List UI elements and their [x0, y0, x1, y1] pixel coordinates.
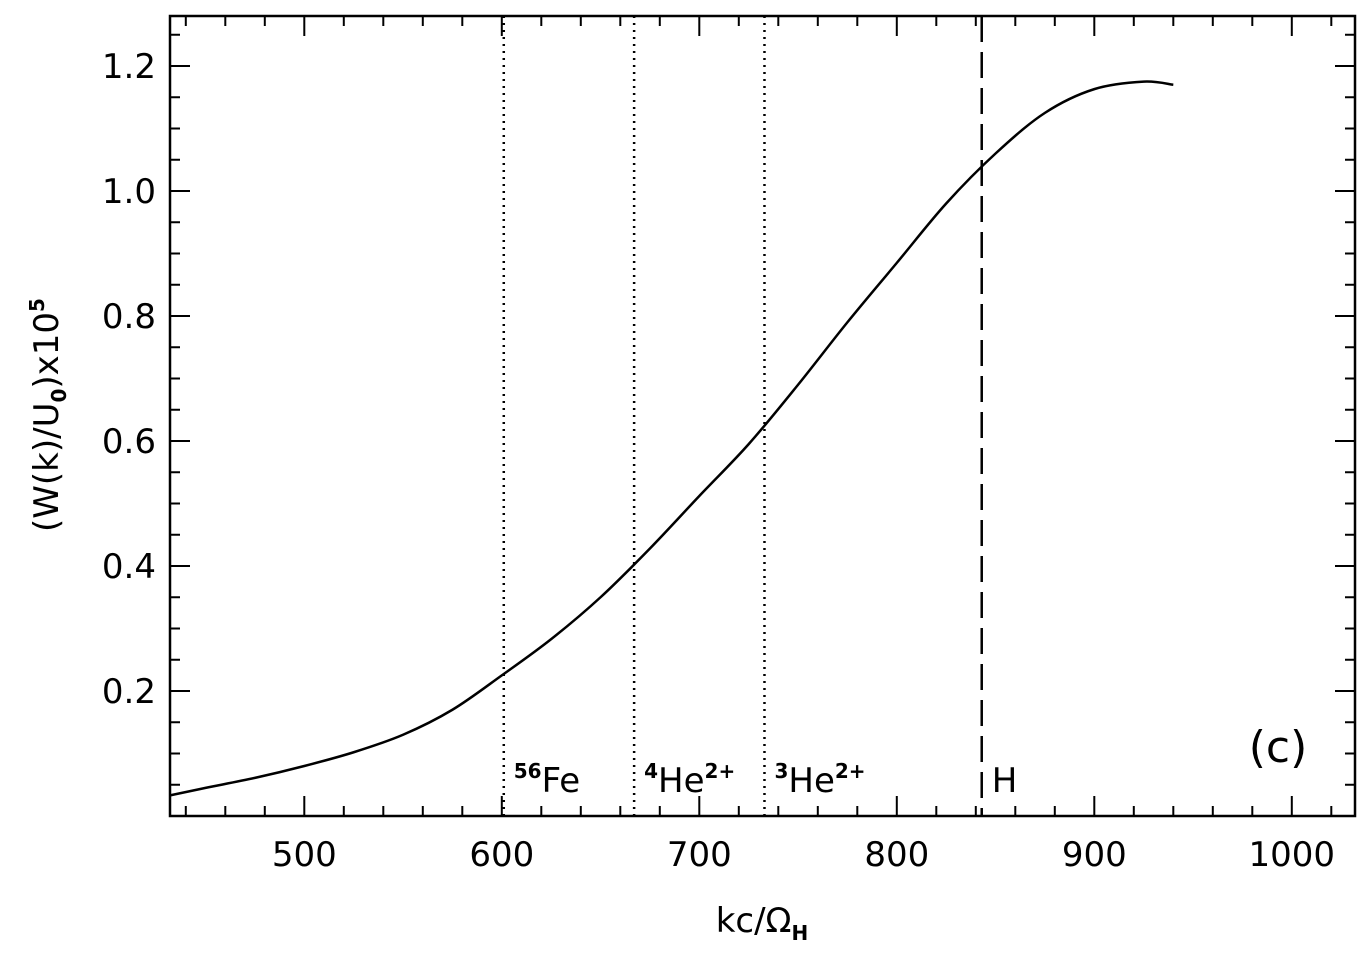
markers-layer: 56Fe 4He2+ 3He2+ H [502, 16, 1018, 816]
y-tick-label: 0.6 [102, 422, 156, 462]
series-line [169, 80, 1174, 797]
x-tick-label: 1000 [1249, 835, 1336, 875]
panel-label: (c) [1249, 722, 1308, 773]
x-axis-title-base: kc/Ω [716, 901, 792, 941]
y-tick-label: 0.4 [102, 547, 156, 587]
y-axis-title-text: (W(k)/U [27, 403, 67, 532]
plot-frame [168, 14, 1357, 818]
x-tick-label: 600 [469, 835, 534, 875]
marker-label: 3He2+ [774, 759, 865, 801]
x-tick-label: 500 [272, 835, 337, 875]
marker-label: 4He2+ [644, 759, 735, 801]
y-axis-title-sup: 5 [25, 298, 49, 312]
x-tick-label: 900 [1062, 835, 1127, 875]
x-tick-label: 700 [667, 835, 732, 875]
y-axis-title: (W(k)/U0)x105 [25, 298, 71, 532]
y-axis-title-sub: 0 [47, 389, 71, 403]
x-axis-title-sub: H [792, 921, 809, 945]
marker-label: H [992, 761, 1018, 801]
ticks-layer: 500 600 700 800 900 1000 0.2 0.4 0.6 0.8 1.0 1.2 [102, 16, 1355, 875]
marker-label: 56Fe [514, 759, 580, 801]
y-axis-title-rest: )x10 [27, 312, 67, 389]
y-tick-label: 0.2 [102, 672, 156, 712]
x-tick-label: 800 [864, 835, 929, 875]
x-axis-title: kc/ΩH [716, 901, 809, 945]
y-tick-label: 1.2 [102, 47, 156, 87]
y-tick-label: 0.8 [102, 297, 156, 337]
y-tick-label: 1.0 [102, 172, 156, 212]
